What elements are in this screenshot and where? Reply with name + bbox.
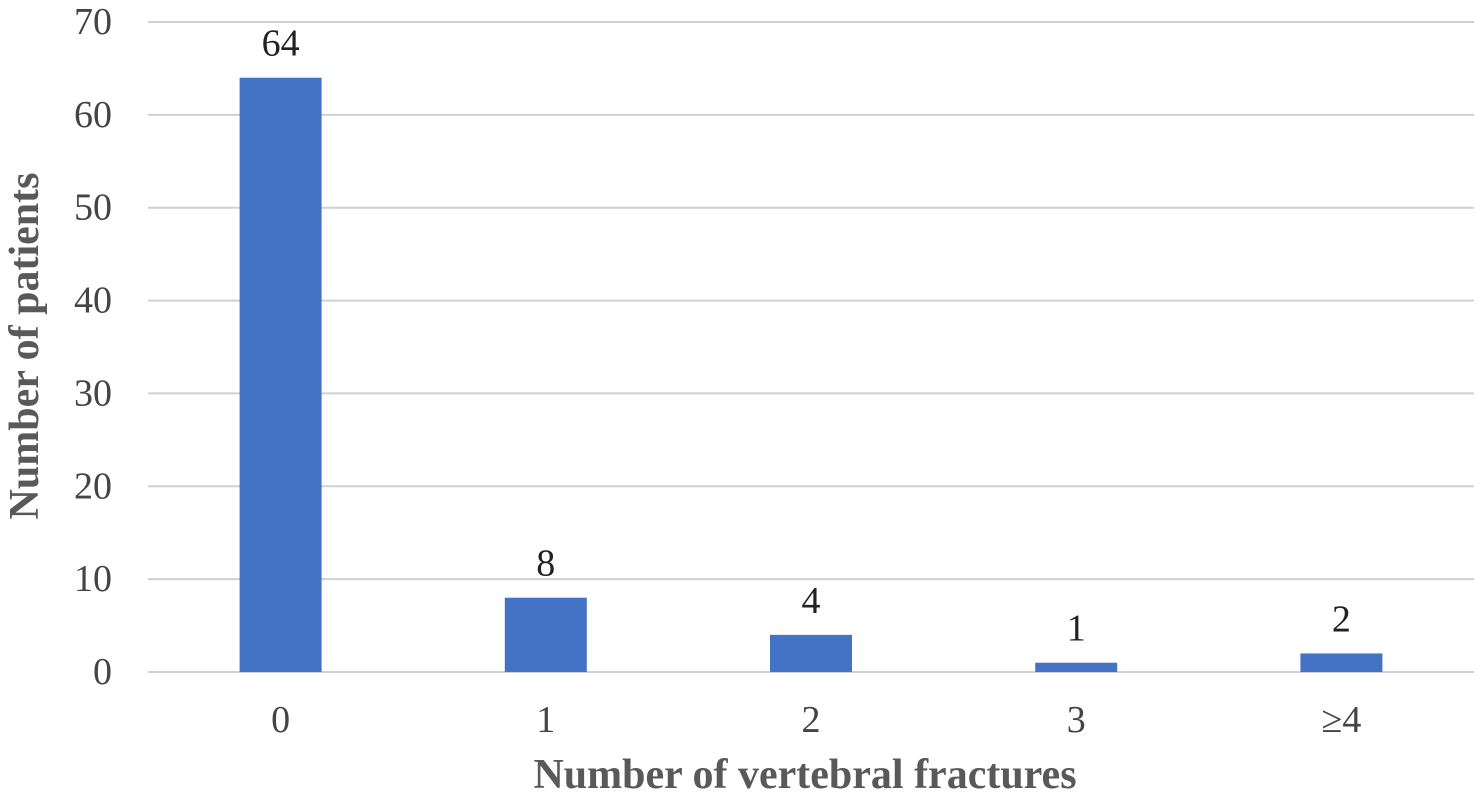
data-label: 4	[802, 580, 821, 622]
bar	[239, 77, 322, 672]
data-label: 1	[1067, 608, 1086, 650]
data-label: 8	[536, 543, 555, 585]
y-tick-label: 40	[74, 280, 112, 322]
x-tick-label: 0	[271, 699, 290, 741]
x-tick-label: ≥4	[1321, 699, 1361, 741]
x-tick-label: 2	[802, 699, 821, 741]
y-axis-title: Number of patients	[2, 173, 48, 520]
bar	[770, 634, 852, 672]
data-labels: 64 8 4 1 2	[262, 23, 1351, 650]
x-axis-ticks: 0 1 2 3 ≥4	[271, 699, 1361, 741]
data-label: 64	[262, 23, 300, 65]
bar	[1300, 653, 1383, 672]
x-axis-title: Number of vertebral fractures	[533, 752, 1076, 796]
y-tick-label: 10	[74, 558, 112, 600]
y-axis-ticks: 0 10 20 30 40 50 60 70	[74, 1, 112, 693]
x-tick-label: 1	[536, 699, 555, 741]
y-tick-label: 0	[93, 651, 112, 693]
bar	[1035, 662, 1118, 672]
y-tick-label: 70	[74, 1, 112, 43]
x-tick-label: 3	[1067, 699, 1086, 741]
bar	[504, 597, 587, 672]
data-label: 2	[1332, 598, 1351, 640]
y-tick-label: 60	[74, 94, 112, 136]
bars	[239, 77, 1383, 672]
y-tick-label: 50	[74, 187, 112, 229]
gridlines	[148, 21, 1474, 673]
y-tick-label: 20	[74, 465, 112, 507]
y-tick-label: 30	[74, 372, 112, 414]
